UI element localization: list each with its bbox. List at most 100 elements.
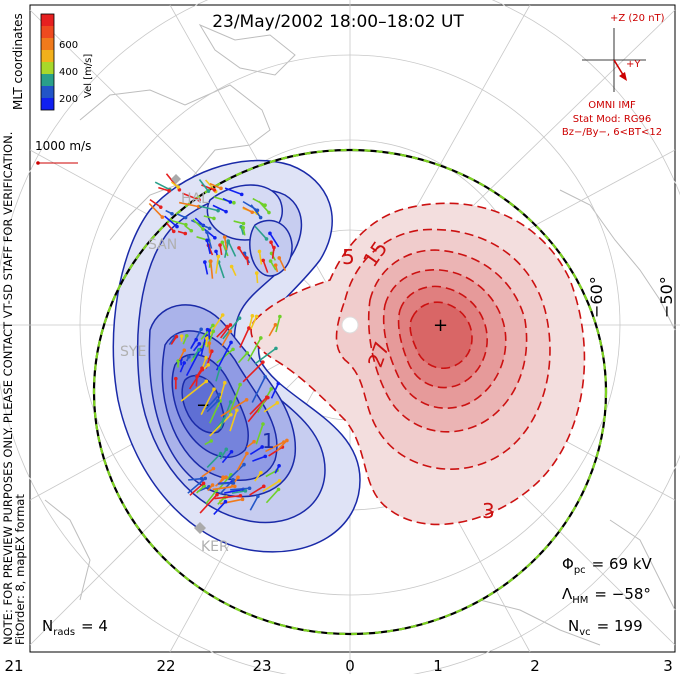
velocity-vector-origin [231,347,235,352]
velocity-vector [209,182,222,190]
velocity-vector [268,324,277,337]
velocity-vector [222,317,241,340]
velocity-vector-origin [273,263,278,267]
colorbar-tick-600: 600 [59,40,78,51]
velocity-vector-origin [216,208,220,213]
velocity-vector-origin [203,260,207,264]
velocity-vector [148,202,163,218]
velocity-vector [178,201,199,208]
velocity-vector-origin [194,337,198,342]
mlt-tick-21: 21 [4,657,23,674]
velocity-vector [250,316,258,330]
velocity-vector-origin [203,476,208,481]
velocity-vector [189,482,205,496]
velocity-vector-origin [183,215,188,220]
velocity-vector-origin [217,392,222,397]
colorbar-segment [41,98,54,110]
velocity-vector-origin [269,240,273,245]
velocity-vector [249,485,265,496]
velocity-vector-origin [222,380,227,385]
velocity-vector-origin [184,222,188,227]
mlt-tick-2: 2 [530,657,540,674]
velocity-vector-origin [238,382,242,387]
velocity-vector-origin [205,238,209,243]
velocity-vector-origin [202,484,206,488]
velocity-vector [217,482,234,485]
velocity-vector-origin [264,237,269,241]
velocity-vector-origin [201,227,205,231]
velocity-vector [209,261,214,279]
velocity-vector-origin [259,336,263,340]
colorbar-segment [41,14,54,26]
velocity-vector [214,494,241,500]
velocity-vector-origin [265,395,269,399]
contour-label-5: 5 [342,245,355,269]
velocity-vector [230,487,250,491]
velocity-vector [212,485,235,491]
velocity-vector-origin [250,314,255,318]
velocity-vector [223,237,228,250]
velocity-vector-origin [257,249,262,254]
velocity-vector-origin [207,328,211,333]
colorbar-segment [41,50,54,62]
velocity-vector-origin [228,323,233,327]
velocity-vector [215,367,221,382]
velocity-vector [250,204,262,219]
velocity-vector [219,448,227,460]
velocity-vector-origin [231,481,236,485]
velocity-vector [154,181,171,191]
velocity-vector [198,205,219,212]
mlt-tick-1: 1 [433,657,443,674]
velocity-vector-origin [212,216,216,221]
velocity-vector-origin [195,374,199,379]
velocity-vector [237,352,248,364]
velocity-vector [185,349,201,377]
velocity-vector [216,325,228,338]
coastlines [44,23,676,646]
velocity-vector [258,251,263,265]
scale-vector-dot [36,161,40,165]
velocity-vector-origin [259,470,263,475]
velocity-vector-origin [247,486,252,491]
velocity-vector-origin [211,466,216,471]
colorbar-segment [41,38,54,50]
velocity-vector [265,469,278,478]
velocity-vector [164,215,178,228]
velocity-vector [228,384,241,415]
velocity-vector [228,464,245,480]
velocity-vector-origin [200,366,204,370]
velocity-vector-origin [197,341,202,346]
velocity-vector-origin [250,210,255,215]
velocity-vector [171,219,187,226]
station-marker-hal [171,174,181,184]
colorbar-segment [41,74,54,86]
velocity-vector-origin [214,249,218,254]
velocity-vector-origin [256,494,260,499]
velocity-vector [198,178,210,192]
velocity-vector [275,316,281,333]
velocity-vector-origin [174,376,178,381]
velocity-vector [201,467,214,478]
velocity-vector-origin [199,327,203,332]
velocity-vector-origin [205,230,209,234]
velocity-vector [217,261,225,279]
negative-potential-cell: − [112,159,361,553]
velocity-vector [221,330,231,347]
velocity-vector-origin [232,200,236,205]
velocity-vector-origin [208,259,213,263]
velocity-vector-origin [228,329,233,334]
mlt-tick-0: 0 [345,657,355,674]
velocity-vector-origin [254,314,259,319]
velocity-vector-origin [241,221,246,226]
velocity-vector-origin [247,326,251,330]
velocity-vector-origin [216,254,221,259]
velocity-vector-origin [206,363,211,367]
colorbar-segment [41,26,54,38]
velocity-vector-origin [219,186,223,191]
velocity-vector [257,388,272,414]
velocity-vector [262,480,280,493]
velocity-vector [236,453,248,471]
velocity-vectors [148,173,289,515]
velocity-vector [251,376,266,403]
